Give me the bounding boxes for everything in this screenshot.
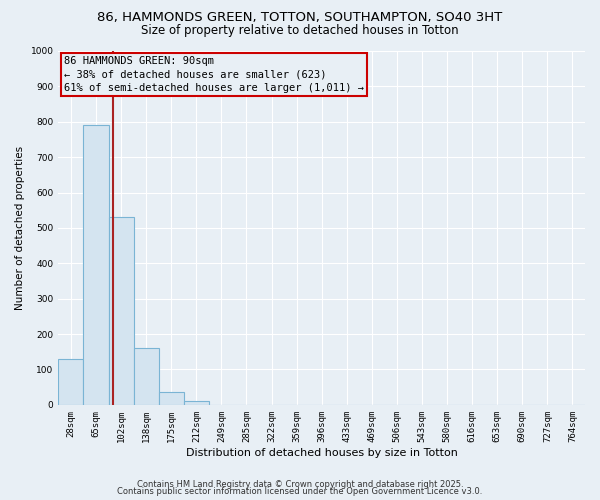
Text: 86 HAMMONDS GREEN: 90sqm
← 38% of detached houses are smaller (623)
61% of semi-: 86 HAMMONDS GREEN: 90sqm ← 38% of detach… — [64, 56, 364, 92]
Bar — [83, 126, 109, 405]
Bar — [58, 359, 83, 405]
Text: Contains public sector information licensed under the Open Government Licence v3: Contains public sector information licen… — [118, 487, 482, 496]
Text: Contains HM Land Registry data © Crown copyright and database right 2025.: Contains HM Land Registry data © Crown c… — [137, 480, 463, 489]
Bar — [109, 218, 134, 405]
Text: 86, HAMMONDS GREEN, TOTTON, SOUTHAMPTON, SO40 3HT: 86, HAMMONDS GREEN, TOTTON, SOUTHAMPTON,… — [97, 12, 503, 24]
Y-axis label: Number of detached properties: Number of detached properties — [15, 146, 25, 310]
Bar — [134, 348, 159, 405]
Bar — [159, 392, 184, 405]
X-axis label: Distribution of detached houses by size in Totton: Distribution of detached houses by size … — [186, 448, 458, 458]
Bar — [184, 402, 209, 405]
Text: Size of property relative to detached houses in Totton: Size of property relative to detached ho… — [141, 24, 459, 37]
